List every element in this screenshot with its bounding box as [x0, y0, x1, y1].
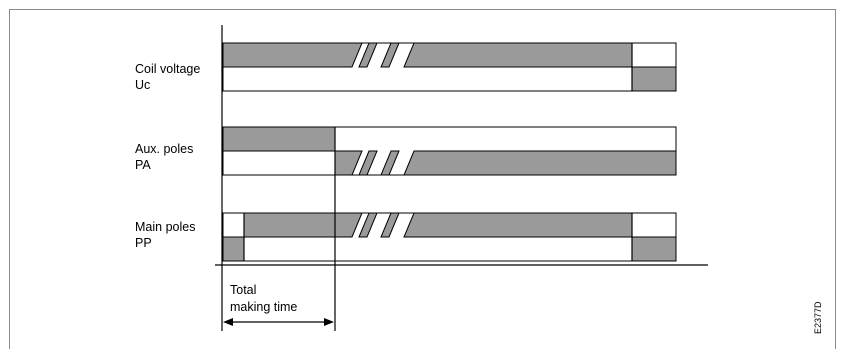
aux-poles-symbol: PA: [135, 158, 151, 172]
aux-poles-trace: [222, 126, 677, 176]
coil-voltage-label: Coil voltage: [135, 62, 200, 76]
main-closed-segment-1: [243, 212, 363, 238]
figure-frame: [9, 9, 836, 349]
aux-initial-segment: [222, 126, 336, 152]
main-break-slash-1: [358, 212, 378, 238]
coil-break-slash-1: [358, 42, 378, 68]
coil-on-segment-1: [222, 42, 363, 68]
coil-voltage-symbol: Uc: [135, 78, 150, 92]
aux-break-slash-2: [380, 150, 400, 176]
arrow-left-icon: [223, 318, 233, 326]
main-initial-segment: [222, 236, 245, 262]
main-poles-symbol: PP: [135, 236, 152, 250]
total-making-time-label-line2: making time: [230, 300, 297, 314]
coil-voltage-trace: [222, 42, 677, 92]
main-closed-segment-2: [403, 212, 633, 238]
arrow-right-icon: [324, 318, 334, 326]
aux-switched-segment-2: [403, 150, 677, 176]
main-break-slash-2: [380, 212, 400, 238]
aux-break-slash-1: [358, 150, 378, 176]
coil-off-segment: [631, 66, 677, 92]
aux-poles-label: Aux. poles: [135, 142, 193, 156]
main-poles-label: Main poles: [135, 220, 195, 234]
coil-on-segment-2: [403, 42, 633, 68]
total-making-time-label-line1: Total: [230, 283, 256, 297]
figure-code: E2377D: [813, 301, 823, 334]
main-poles-trace: [222, 212, 677, 262]
main-final-segment: [631, 236, 677, 262]
total-making-time-dimension: [221, 175, 336, 331]
coil-break-slash-2: [380, 42, 400, 68]
